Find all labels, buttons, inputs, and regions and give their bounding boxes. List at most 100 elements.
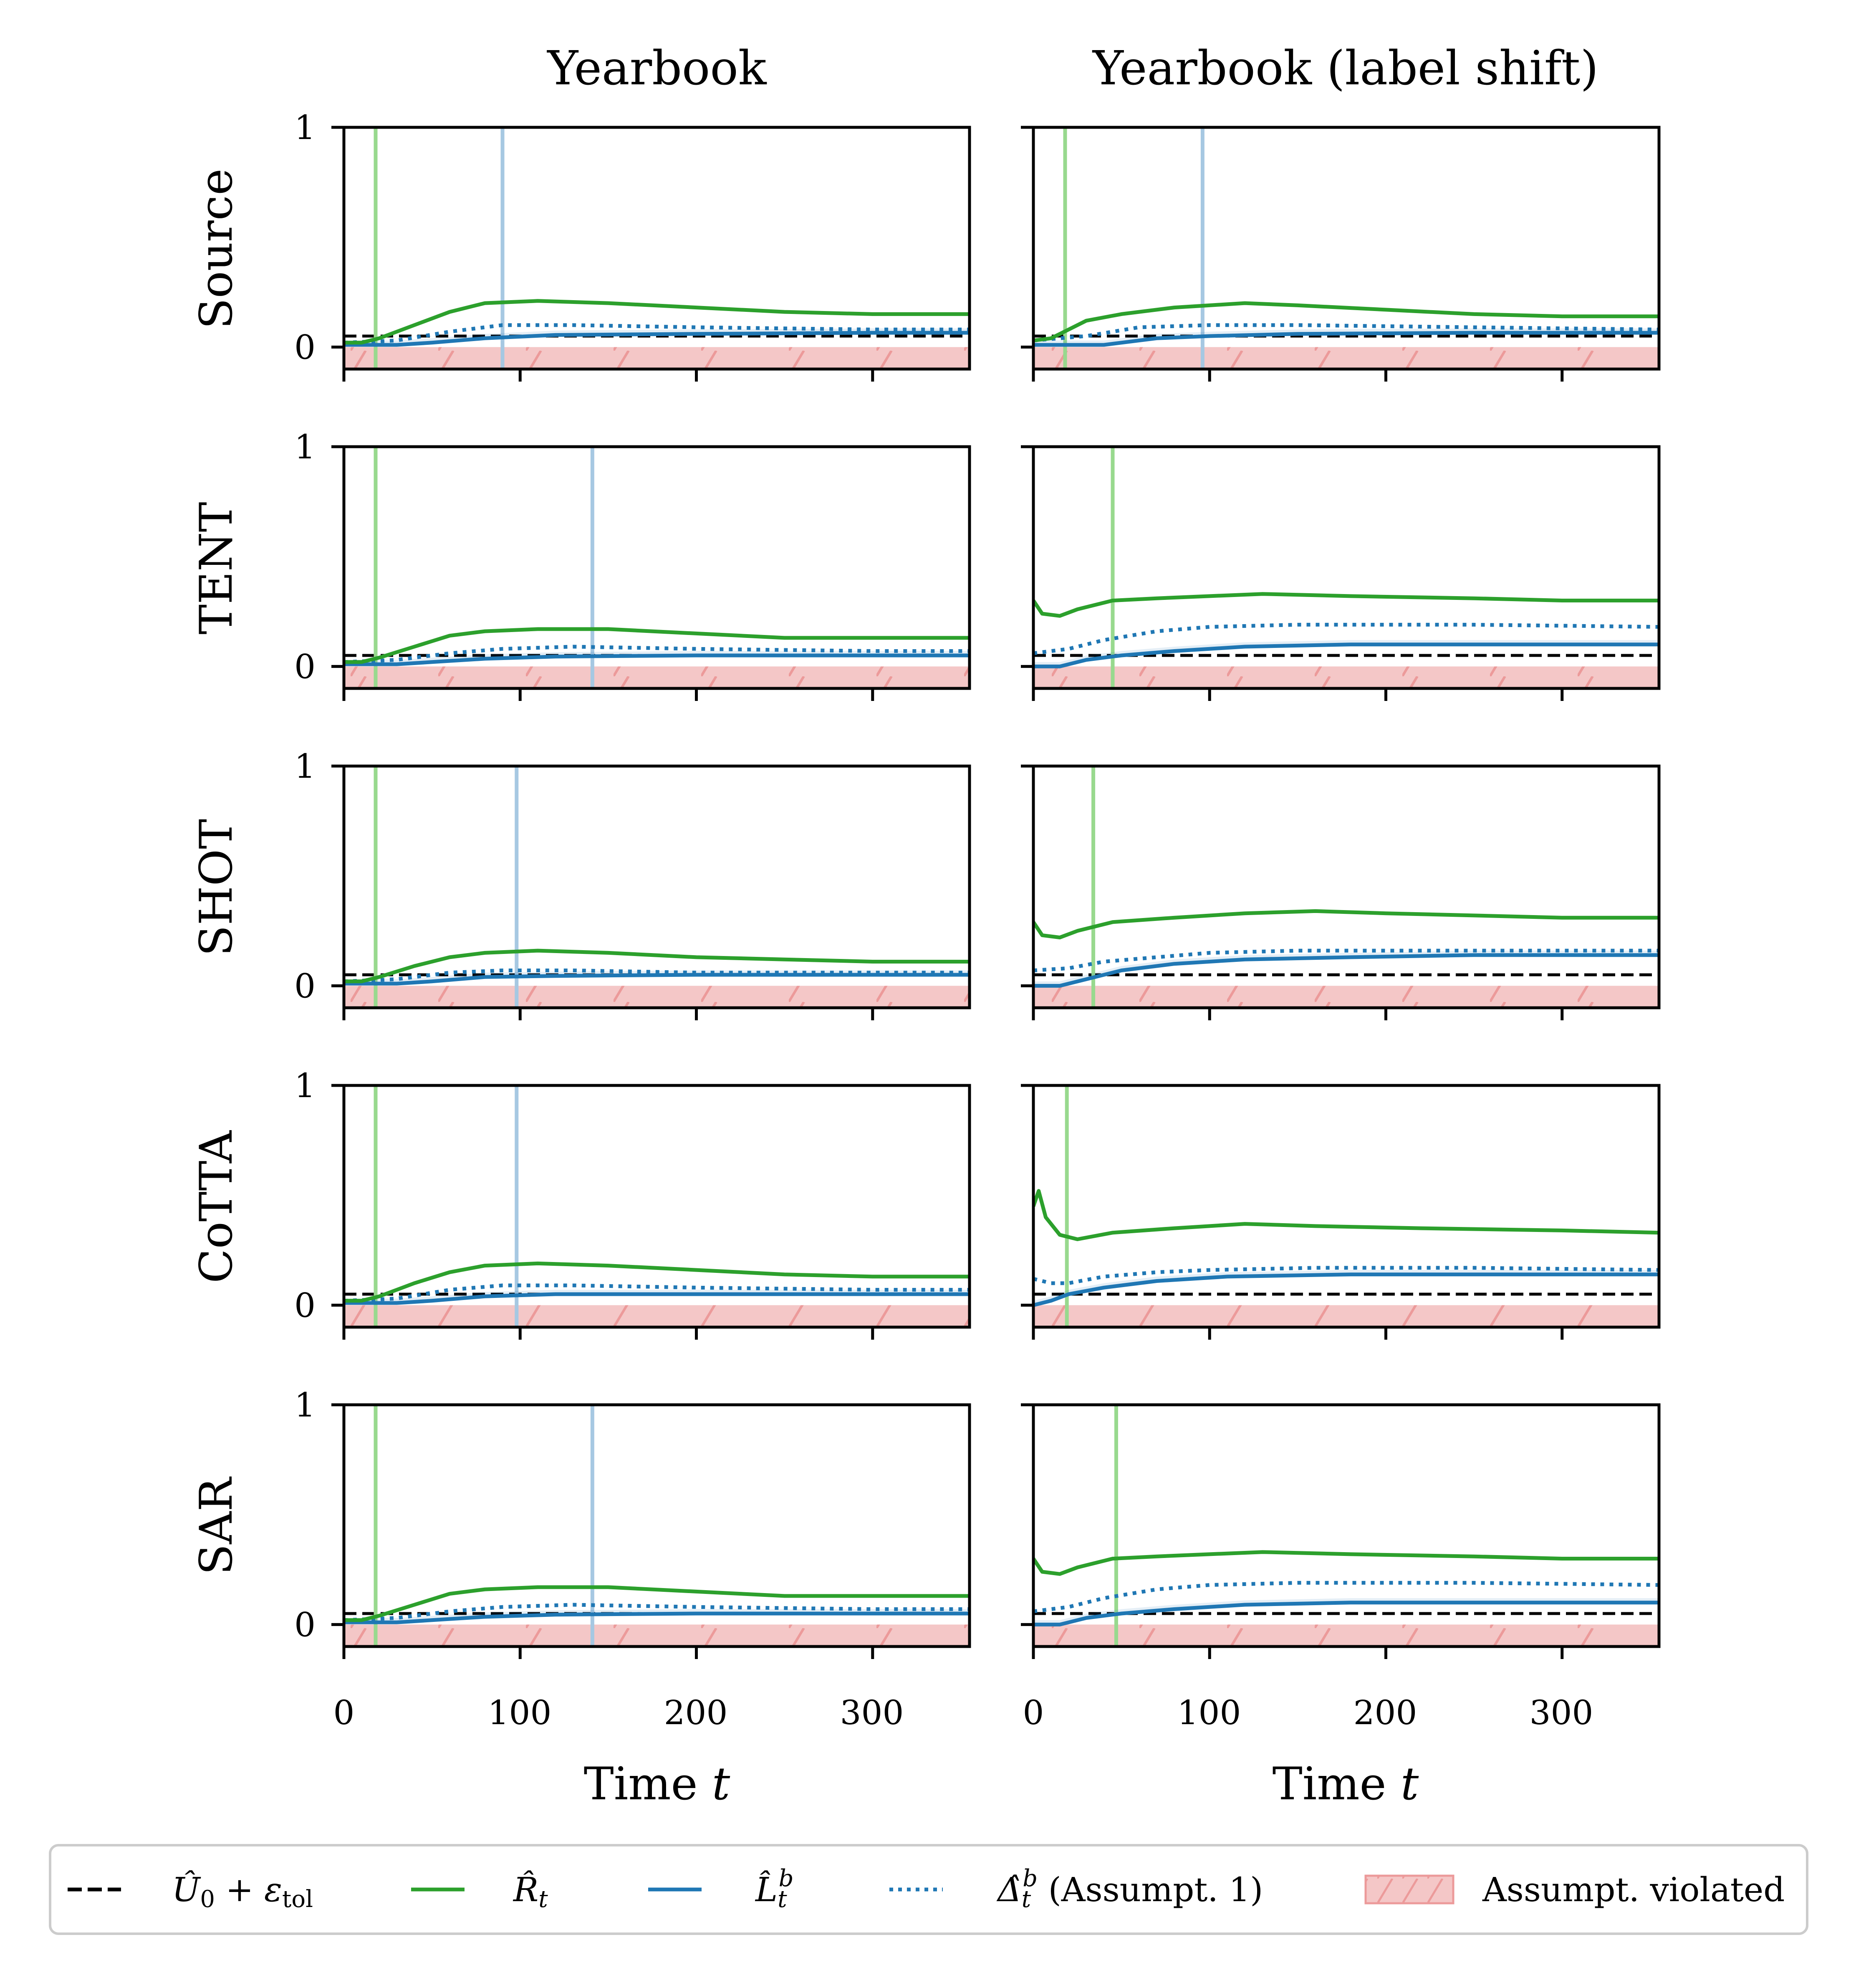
violated-region: [1033, 1305, 1659, 1327]
plot-area: [1033, 1085, 1659, 1327]
lower-series-line: [344, 1292, 970, 1305]
panel-shot-label-shift: [1021, 764, 1661, 1020]
lower-series-line: [1033, 1601, 1659, 1626]
panel-tent-label-shift: [1021, 445, 1661, 701]
panel-cotta-label-shift: [1021, 1084, 1661, 1340]
delta-series-line: [1033, 1266, 1659, 1285]
row-label-tent: TENT: [190, 502, 242, 634]
axes-frame: [342, 126, 971, 371]
x-tick-label: 0: [333, 1693, 355, 1732]
plot-area: [1033, 447, 1659, 688]
axes-frame: [342, 764, 971, 1009]
x-tick-label: 200: [1353, 1693, 1417, 1732]
legend-lower-label: L̂tb: [755, 1865, 794, 1913]
axes-frame: [1032, 1403, 1661, 1648]
y-tick-label: 0: [294, 1605, 316, 1644]
lower-series-line: [344, 331, 970, 347]
plot-area: [1033, 127, 1659, 369]
x-axis-label-var: t: [712, 1758, 730, 1810]
x-tick-labels-right: 0 100 200 300: [1023, 1693, 1593, 1732]
violated-region: [344, 347, 970, 369]
axes-frame: [1032, 126, 1661, 371]
violated-region: [1033, 347, 1659, 369]
lower-band: [1033, 951, 1659, 987]
axes-frame: [342, 1403, 971, 1648]
violated-region: [1033, 1624, 1659, 1647]
axes-frame: [342, 445, 971, 690]
row-label-shot: SHOT: [190, 819, 242, 956]
delta-series-line: [1033, 622, 1659, 655]
panel-shot-yearbook: 01: [294, 747, 971, 1020]
legend-violated-swatch: [1364, 1874, 1454, 1905]
y-tick-label: 1: [294, 747, 316, 786]
violated-region: [344, 1624, 970, 1647]
plot-area: [344, 1085, 970, 1327]
x-tick-label: 300: [840, 1693, 904, 1732]
y-tick-label: 1: [294, 1066, 316, 1105]
violated-region: [1033, 666, 1659, 688]
legend-violated-label: Assumpt. violated: [1482, 1870, 1785, 1909]
row-label-source: Source: [190, 169, 242, 329]
risk-series-line: [1033, 1550, 1659, 1576]
panel-source-yearbook: 01: [294, 108, 971, 382]
violated-region: [1033, 986, 1659, 1008]
x-tick-label: 100: [488, 1693, 552, 1732]
x-axis-label-left: Time t: [584, 1758, 730, 1810]
delta-series-line: [1033, 323, 1659, 343]
delta-series-line: [1033, 1581, 1659, 1614]
risk-series-line: [344, 627, 970, 664]
x-tick-label: 0: [1023, 1693, 1044, 1732]
axes-frame: [1032, 445, 1661, 690]
col-title-yearbook: Yearbook: [546, 41, 767, 96]
risk-series-line: [1033, 1189, 1659, 1241]
legend-risk-label: R̂t: [513, 1869, 548, 1913]
legend: Û0 + εtol R̂t L̂tb Δ̂tb (Assumpt. 1) Ass…: [49, 1844, 1808, 1935]
panel-sar-yearbook: 01: [294, 1386, 971, 1659]
risk-series-line: [344, 1261, 970, 1303]
axes-frame: [342, 1084, 971, 1329]
violated-region: [344, 666, 970, 688]
risk-series-line: [1033, 301, 1659, 343]
lower-series-line: [1033, 642, 1659, 668]
x-tick-label: 200: [664, 1693, 728, 1732]
panel-source-label-shift: [1021, 126, 1661, 382]
delta-series-line: [344, 1283, 970, 1303]
panel-cotta-yearbook: 01: [294, 1066, 971, 1340]
x-tick-label: 100: [1177, 1693, 1241, 1732]
delta-series-line: [344, 969, 970, 984]
x-axis-label-text: Time: [584, 1758, 712, 1810]
x-axis-label-var: t: [1401, 1758, 1419, 1810]
legend-threshold-label: Û0 + εtol: [172, 1870, 313, 1913]
plot-area: [344, 447, 970, 688]
lower-series-line: [344, 653, 970, 666]
delta-series-line: [344, 1603, 970, 1622]
risk-series-line: [344, 299, 970, 345]
axes-frame: [1032, 764, 1661, 1009]
risk-series-line: [344, 1585, 970, 1622]
legend-frame: [49, 1844, 1808, 1935]
risk-series-line: [1033, 592, 1659, 618]
y-tick-label: 0: [294, 966, 316, 1005]
y-tick-label: 0: [294, 328, 316, 367]
lower-series-line: [344, 973, 970, 986]
lower-band: [1033, 640, 1659, 668]
lower-series-line: [344, 1611, 970, 1624]
row-label-cotta: CoTTA: [190, 1130, 242, 1283]
violated-region: [344, 1305, 970, 1327]
lower-series-line: [1033, 953, 1659, 988]
plot-area: [344, 127, 970, 369]
row-label-sar: SAR: [190, 1477, 242, 1575]
y-tick-label: 0: [294, 647, 316, 686]
y-tick-label: 1: [294, 427, 316, 466]
x-tick-label: 300: [1530, 1693, 1593, 1732]
plot-area: [344, 766, 970, 1008]
plot-area: [1033, 1405, 1659, 1647]
y-tick-label: 1: [294, 108, 316, 147]
delta-series-line: [344, 323, 970, 345]
x-axis-label-right: Time t: [1273, 1758, 1419, 1810]
lower-series-line: [1033, 331, 1659, 347]
plot-area: [1033, 766, 1659, 1008]
plot-area: [344, 1405, 970, 1647]
lower-series-line: [1033, 1272, 1659, 1307]
axes-frame: [1032, 1084, 1661, 1329]
